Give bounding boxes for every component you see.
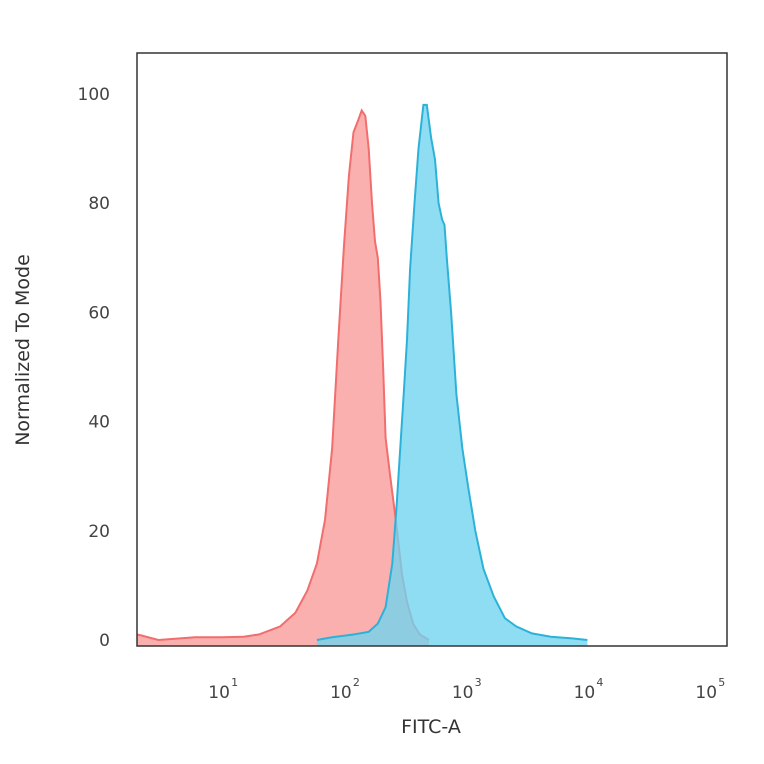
x-tick-label: 102 (330, 676, 360, 703)
y-tick-label: 100 (78, 85, 110, 105)
x-axis-label: FITC-A (401, 716, 461, 738)
histogram-series-layer (136, 103, 588, 646)
svg-text:5: 5 (718, 676, 725, 689)
svg-text:2: 2 (353, 676, 360, 689)
svg-text:10: 10 (330, 683, 352, 703)
svg-text:1: 1 (231, 676, 238, 689)
plot-frame (136, 52, 728, 647)
svg-text:10: 10 (208, 683, 230, 703)
x-tick-label: 105 (695, 676, 725, 703)
y-tick-label: 80 (88, 194, 110, 214)
svg-text:10: 10 (574, 683, 596, 703)
svg-text:4: 4 (596, 676, 603, 689)
y-axis-label: Normalized To Mode (12, 254, 34, 446)
svg-text:10: 10 (452, 683, 474, 703)
x-tick-label: 103 (452, 676, 482, 703)
x-tick-label: 101 (208, 676, 238, 703)
y-tick-label: 40 (88, 413, 110, 433)
y-tick-label: 0 (99, 631, 110, 651)
y-tick-label: 20 (88, 522, 110, 542)
svg-text:3: 3 (475, 676, 482, 689)
histogram-line-2 (316, 103, 588, 641)
y-axis-ticks: 0 20 40 60 80 100 (78, 85, 110, 651)
y-tick-label: 60 (88, 303, 110, 323)
histogram-area-1 (137, 110, 429, 646)
histogram-area-2 (316, 104, 588, 646)
x-tick-label: 104 (574, 676, 604, 703)
svg-text:10: 10 (695, 683, 717, 703)
